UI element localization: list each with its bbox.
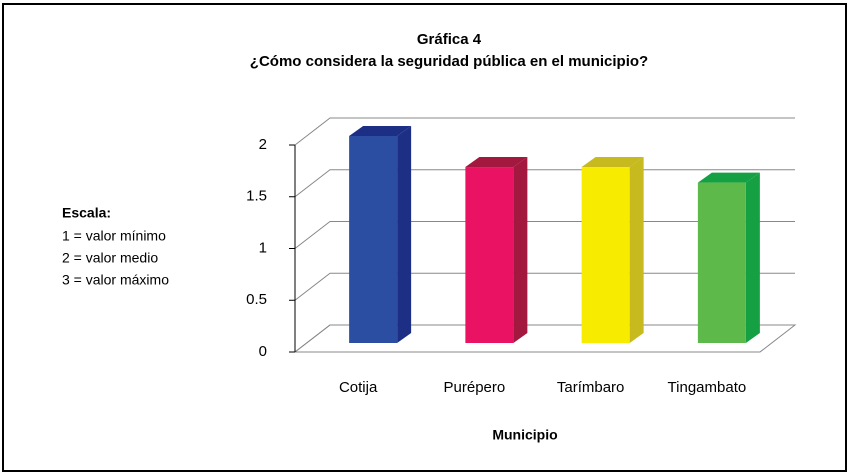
y-tick-label: 1	[259, 239, 267, 256]
bar-side	[513, 157, 528, 343]
chart-title: Gráfica 4	[417, 31, 482, 48]
bar	[465, 167, 514, 343]
bar-side	[629, 157, 644, 343]
chart-subtitle: ¿Cómo considera la seguridad pública en …	[250, 53, 648, 70]
note: Escala:	[62, 205, 111, 221]
y-tick-label: 2	[259, 136, 267, 153]
bar-top	[349, 126, 412, 136]
y-tick-label: 1.5	[246, 188, 267, 205]
x-tick-label: Tingambato	[668, 379, 747, 396]
note: 3 = valor máximo	[62, 272, 169, 288]
x-axis-title: Municipio	[492, 427, 557, 443]
note: 1 = valor mínimo	[62, 228, 166, 244]
bar	[697, 182, 746, 343]
bar	[581, 167, 630, 343]
x-tick-label: Tarímbaro	[557, 379, 625, 396]
bar-top	[465, 157, 528, 168]
note: 2 = valor medio	[62, 250, 158, 266]
x-tick-label: Purépero	[444, 379, 506, 396]
y-tick-label: 0	[259, 343, 267, 360]
y-tick-label: 0.5	[246, 291, 267, 308]
bar-top	[697, 172, 760, 183]
grid-line	[294, 117, 795, 146]
bar-top	[581, 157, 644, 168]
bar-side	[397, 126, 412, 343]
bar-side	[745, 172, 760, 343]
bar	[349, 136, 398, 343]
x-tick-label: Cotija	[339, 379, 378, 396]
